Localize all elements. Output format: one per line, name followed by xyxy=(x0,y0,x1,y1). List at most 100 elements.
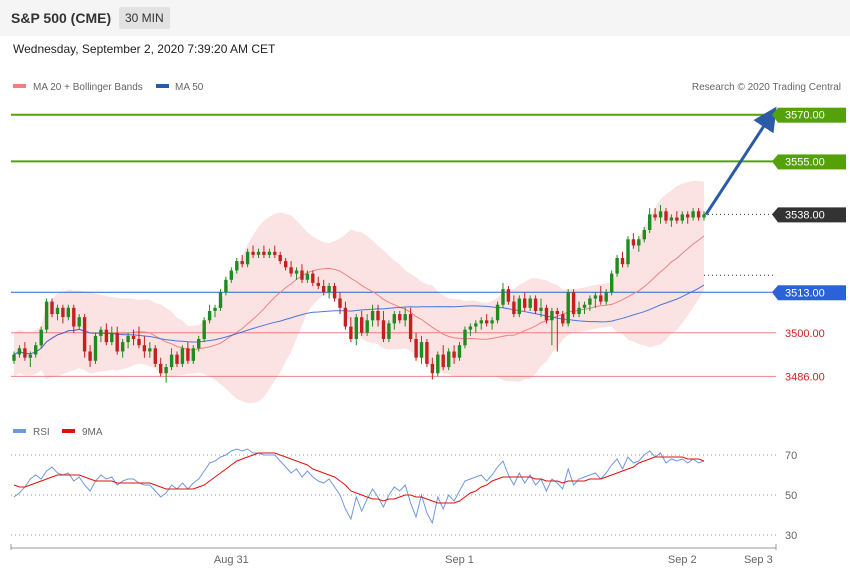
candle xyxy=(452,345,456,364)
level-tags: 3570.00 3555.00 3538.00 3513.00 3500.00 3486.… xyxy=(772,107,846,383)
candle xyxy=(479,317,483,330)
candle-body xyxy=(408,314,413,339)
candle xyxy=(115,326,119,355)
target-arrow xyxy=(704,106,777,216)
support-label: 3486.00 xyxy=(785,371,825,383)
candle-body xyxy=(294,270,299,274)
candle-body xyxy=(680,214,684,221)
candle xyxy=(327,282,331,299)
x-tick-label: Sep 2 xyxy=(668,554,697,566)
candle xyxy=(387,320,391,343)
candle-body xyxy=(626,239,630,265)
candle xyxy=(441,345,445,371)
candle-body xyxy=(658,211,663,218)
candle xyxy=(82,314,87,358)
candle xyxy=(430,357,435,380)
ma50-line xyxy=(13,284,705,356)
candle-body xyxy=(599,295,603,302)
ma20-legend-swatch xyxy=(13,84,26,88)
candle xyxy=(577,301,581,318)
candle-body xyxy=(175,354,179,364)
candle-body xyxy=(582,304,587,308)
candle-body xyxy=(702,214,706,218)
candle-body xyxy=(82,317,87,352)
candle-body xyxy=(245,251,250,265)
candle xyxy=(631,233,636,249)
candle-body xyxy=(202,320,206,339)
candle-body xyxy=(72,307,76,327)
candle-body xyxy=(620,258,625,265)
candle-body xyxy=(555,311,559,315)
candle-body xyxy=(452,351,456,358)
candle-body xyxy=(436,354,440,374)
candle-body xyxy=(278,254,282,262)
candle-body xyxy=(186,348,190,361)
candle xyxy=(533,295,538,315)
candle xyxy=(153,345,157,368)
target-tag-label: 3570.00 xyxy=(785,110,825,122)
ma50-legend-swatch xyxy=(156,84,169,88)
candle-body xyxy=(316,282,320,286)
candle xyxy=(278,251,282,265)
candle-body xyxy=(593,295,598,299)
candle-body xyxy=(495,304,500,321)
candle xyxy=(50,298,54,318)
candle xyxy=(392,310,396,330)
candle xyxy=(34,342,38,358)
candle-body xyxy=(44,301,49,330)
target-tag xyxy=(778,107,846,123)
candle xyxy=(99,326,103,343)
candle xyxy=(110,326,114,346)
candle xyxy=(251,245,255,258)
candle-body xyxy=(485,320,489,324)
candle-body xyxy=(376,311,380,321)
candle xyxy=(425,339,429,368)
candle-body xyxy=(414,339,418,358)
candle xyxy=(686,211,690,224)
candle-body xyxy=(256,251,261,255)
candle-body xyxy=(267,251,272,255)
candle-body xyxy=(322,286,326,293)
candle-body xyxy=(577,307,581,314)
candle xyxy=(332,282,337,302)
candle-body xyxy=(664,211,668,221)
candle-body xyxy=(392,314,396,324)
candle xyxy=(539,298,543,318)
timeframe-button[interactable]: 30 MIN xyxy=(119,7,170,29)
candle xyxy=(245,248,250,268)
candle xyxy=(316,276,320,290)
candle xyxy=(88,345,92,368)
target-tag xyxy=(778,154,846,170)
candle xyxy=(403,307,407,327)
candle xyxy=(506,286,511,305)
candle-body xyxy=(506,289,511,302)
candle-body xyxy=(305,273,310,280)
current-price-label: 3538.00 xyxy=(785,209,825,221)
candle-body xyxy=(561,314,565,324)
candle-body xyxy=(387,323,391,339)
ma20-legend-label: MA 20 + Bollinger Bands xyxy=(33,82,143,93)
candle xyxy=(648,208,652,234)
candle xyxy=(447,348,451,371)
candle-body xyxy=(370,311,375,321)
candle-body xyxy=(398,314,402,321)
rsi-legend-swatch xyxy=(13,429,26,433)
candle-body xyxy=(566,292,570,324)
candle-body xyxy=(696,211,701,218)
candle-body xyxy=(180,348,185,364)
ma9-legend-label: 9MA xyxy=(82,427,103,438)
candle xyxy=(642,226,646,243)
candle xyxy=(61,304,65,324)
candle-body xyxy=(365,320,369,333)
candle xyxy=(419,335,424,364)
candle-body xyxy=(544,307,549,321)
candle-body xyxy=(403,314,407,321)
top-bar: S&P 500 (CME) 30 MIN xyxy=(0,0,850,36)
candle xyxy=(224,276,228,296)
candle-body xyxy=(218,292,223,308)
candle-body xyxy=(441,354,445,368)
candle xyxy=(322,279,326,296)
candle xyxy=(284,258,288,271)
candle xyxy=(104,323,109,346)
candle xyxy=(17,345,22,358)
